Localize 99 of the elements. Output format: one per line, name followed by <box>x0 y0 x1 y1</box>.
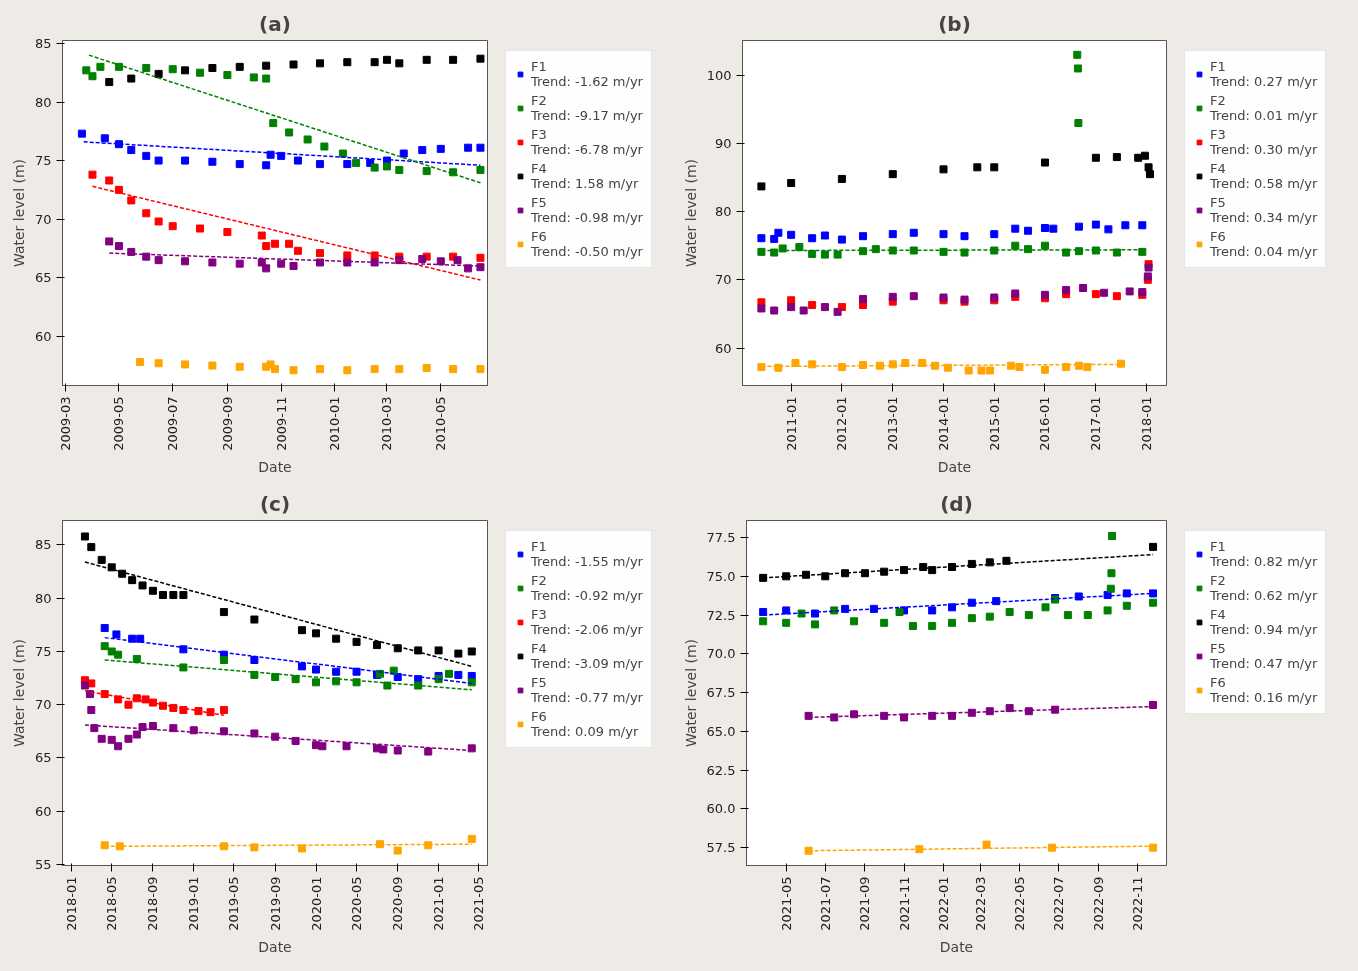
y-axis-title: Water level (m) <box>10 638 27 748</box>
x-tick-label: 2021-05 <box>471 876 487 931</box>
y-tick-label: 60 <box>34 328 52 344</box>
x-tick-label: 2018-01 <box>64 876 80 931</box>
legend-label: F1 Trend: 0.27 m/yr <box>1210 59 1318 89</box>
y-tick-label: 67.5 <box>706 685 736 701</box>
chart-title: (b) <box>938 11 971 36</box>
y-tick-label: 60 <box>714 340 732 356</box>
x-tick-label: 2022-07 <box>1051 876 1067 931</box>
x-tick-label: 2021-01 <box>431 876 447 931</box>
chart-title: (a) <box>259 11 291 36</box>
y-tick-label: 85 <box>34 537 52 553</box>
x-tick-label: 2010-05 <box>433 396 449 451</box>
x-tick-label: 2021-09 <box>857 876 873 931</box>
x-tick-label: 2022-01 <box>935 876 951 931</box>
legend-label: F5 Trend: -0.98 m/yr <box>531 195 643 225</box>
y-tick-label: 80 <box>34 590 52 606</box>
y-tick-label: 80 <box>714 204 732 220</box>
x-tick-label: 2018-09 <box>145 876 161 931</box>
x-tick-label: 2014-01 <box>936 396 952 451</box>
y-tick-label: 70 <box>714 272 732 288</box>
x-axis-title: Date <box>939 938 974 955</box>
legend-label: F3 Trend: 0.30 m/yr <box>1210 127 1318 157</box>
x-tick-label: 2019-01 <box>186 876 202 931</box>
legend-label: F4 Trend: -3.09 m/yr <box>531 641 643 671</box>
legend-label: F5 Trend: -0.77 m/yr <box>531 675 643 705</box>
legend-label: F3 Trend: -6.78 m/yr <box>531 127 643 157</box>
legend-label: F2 Trend: -9.17 m/yr <box>531 93 643 123</box>
x-tick-label: 2009-07 <box>165 396 181 451</box>
legend-label: F1 Trend: -1.62 m/yr <box>531 59 643 89</box>
legend-label: F4 Trend: 0.58 m/yr <box>1210 161 1318 191</box>
x-tick-label: 2022-11 <box>1130 876 1146 931</box>
x-tick-label: 2019-05 <box>226 876 242 931</box>
legend-label: F6 Trend: -0.50 m/yr <box>531 229 643 259</box>
legend-label: F4 Trend: 1.58 m/yr <box>531 161 639 191</box>
x-tick-label: 2009-11 <box>273 396 289 451</box>
x-tick-label: 2018-05 <box>104 876 120 931</box>
legend-label: F6 Trend: 0.04 m/yr <box>1210 229 1318 259</box>
x-tick-label: 2022-03 <box>973 876 989 931</box>
x-tick-label: 2020-05 <box>349 876 365 931</box>
y-tick-label: 75.0 <box>706 568 736 584</box>
y-tick-label: 80 <box>34 94 52 110</box>
y-tick-label: 90 <box>714 135 732 151</box>
y-tick-label: 72.5 <box>706 607 736 623</box>
x-tick-label: 2009-03 <box>57 396 73 451</box>
legend-label: F5 Trend: 0.34 m/yr <box>1210 195 1318 225</box>
x-tick-label: 2021-05 <box>778 876 794 931</box>
y-axis-title: Water level (m) <box>682 158 699 268</box>
y-tick-label: 70 <box>34 211 52 227</box>
y-tick-label: 65 <box>34 270 52 286</box>
x-tick-label: 2020-01 <box>308 876 324 931</box>
legend-label: F2 Trend: 0.01 m/yr <box>1210 93 1318 123</box>
y-tick-label: 75 <box>34 643 52 659</box>
x-axis-title: Date <box>258 938 292 955</box>
y-tick-label: 70.0 <box>706 646 736 662</box>
x-tick-label: 2009-09 <box>219 396 235 451</box>
legend-label: F6 Trend: 0.09 m/yr <box>531 709 639 739</box>
y-tick-label: 60 <box>34 803 52 819</box>
y-tick-label: 75 <box>34 153 52 169</box>
y-tick-label: 62.5 <box>706 762 736 778</box>
legend-label: F2 Trend: -0.92 m/yr <box>531 573 643 603</box>
y-axis-title: Water level (m) <box>10 158 27 268</box>
y-tick-label: 77.5 <box>706 530 736 546</box>
y-tick-label: 70 <box>34 697 52 713</box>
legend-label: F4 Trend: 0.94 m/yr <box>1210 607 1318 637</box>
x-tick-label: 2011-01 <box>783 396 799 451</box>
legend-label: F1 Trend: -1.55 m/yr <box>531 539 643 569</box>
x-axis-title: Date <box>937 458 972 475</box>
x-tick-label: 2015-01 <box>986 396 1002 451</box>
x-tick-label: 2018-01 <box>1139 396 1155 451</box>
y-tick-label: 60.0 <box>706 801 736 817</box>
x-axis-title: Date <box>258 458 292 475</box>
x-tick-label: 2013-01 <box>885 396 901 451</box>
legend-label: F3 Trend: -2.06 m/yr <box>531 607 643 637</box>
chart-title: (c) <box>259 491 291 516</box>
x-tick-label: 2019-09 <box>267 876 283 931</box>
y-tick-label: 65.0 <box>706 723 736 739</box>
y-tick-label: 55 <box>34 856 52 872</box>
y-axis-title: Water level (m) <box>682 638 699 748</box>
legend-label: F2 Trend: 0.62 m/yr <box>1210 573 1318 603</box>
x-tick-label: 2012-01 <box>834 396 850 451</box>
y-tick-label: 100 <box>706 67 732 83</box>
x-tick-label: 2010-03 <box>379 396 395 451</box>
x-tick-label: 2020-09 <box>390 876 406 931</box>
y-tick-label: 85 <box>34 35 52 51</box>
chart-title: (d) <box>940 491 973 516</box>
x-tick-label: 2009-05 <box>111 396 127 451</box>
x-tick-label: 2021-11 <box>896 876 912 931</box>
x-tick-label: 2021-07 <box>817 876 833 931</box>
x-tick-label: 2022-09 <box>1091 876 1107 931</box>
x-tick-label: 2016-01 <box>1037 396 1053 451</box>
x-tick-label: 2017-01 <box>1088 396 1104 451</box>
x-tick-label: 2022-05 <box>1012 876 1028 931</box>
legend-label: F5 Trend: 0.47 m/yr <box>1210 641 1318 671</box>
legend-label: F6 Trend: 0.16 m/yr <box>1210 675 1318 705</box>
y-tick-label: 57.5 <box>706 840 736 856</box>
y-tick-label: 65 <box>34 750 52 766</box>
x-tick-label: 2010-01 <box>327 396 343 451</box>
legend-label: F1 Trend: 0.82 m/yr <box>1210 539 1318 569</box>
